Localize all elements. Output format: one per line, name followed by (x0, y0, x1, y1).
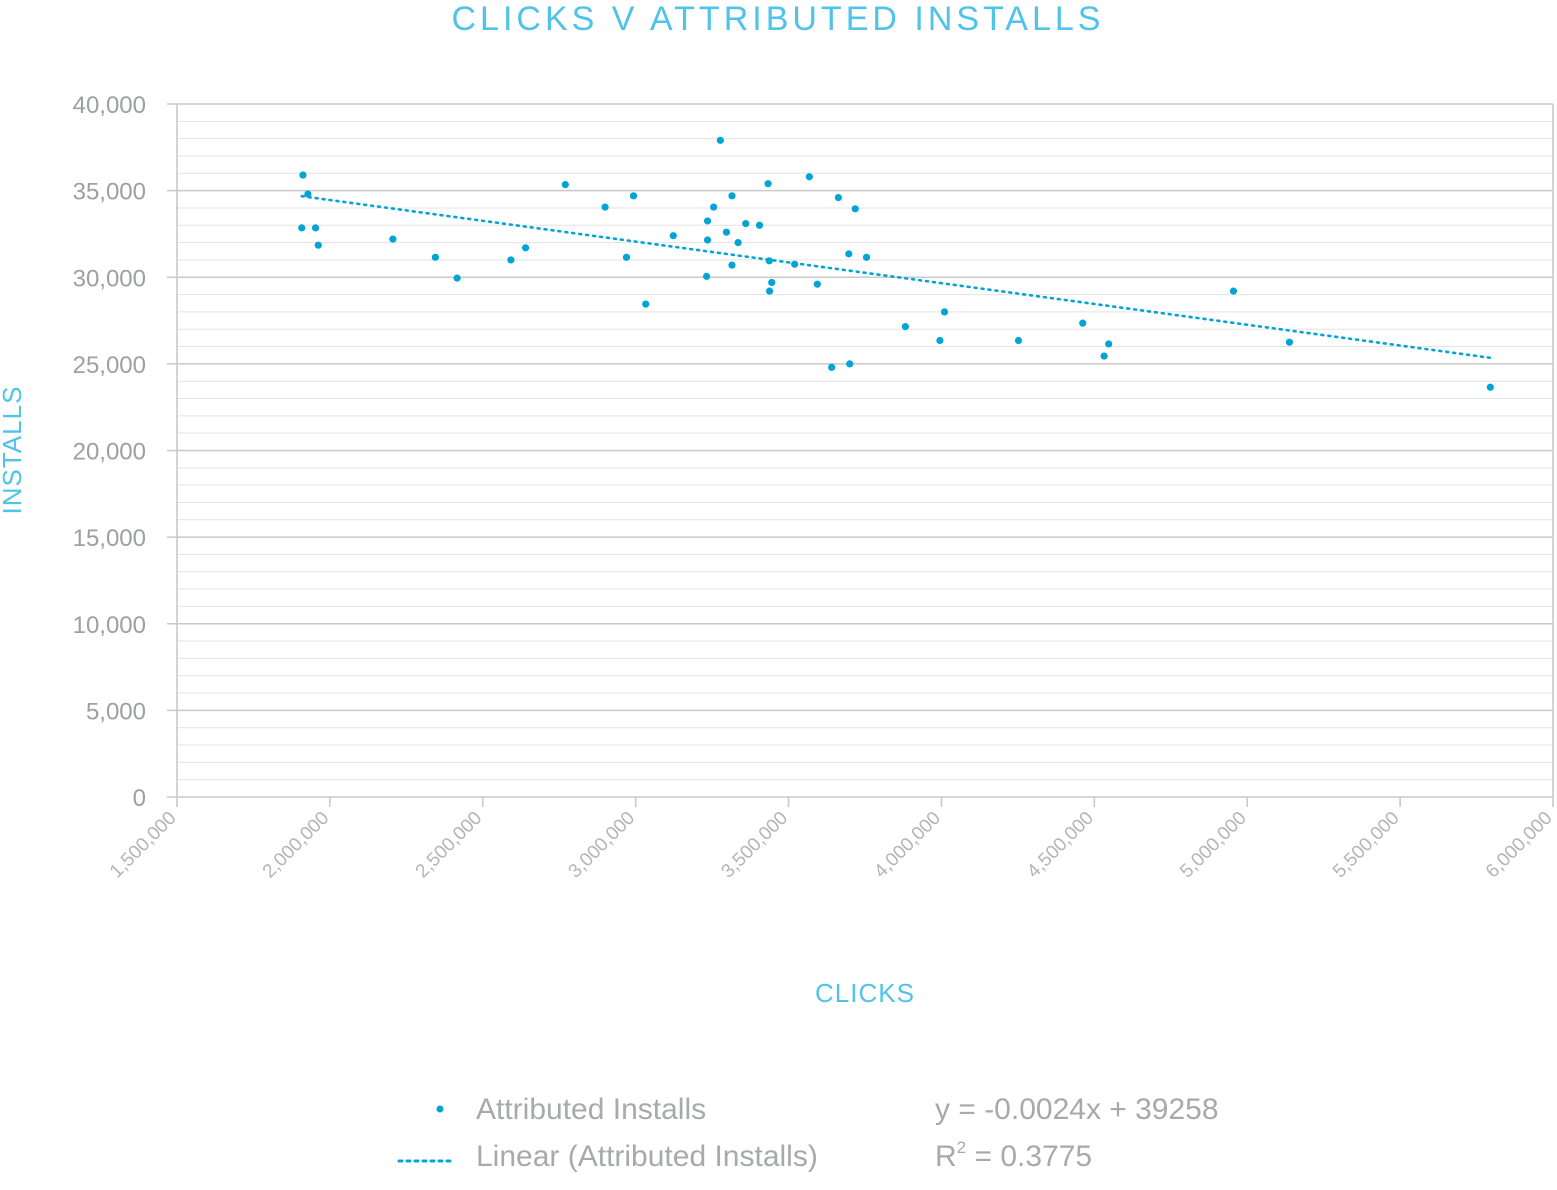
data-point (561, 180, 569, 189)
data-point (1079, 319, 1087, 327)
data-point (765, 257, 773, 265)
data-point (453, 274, 461, 282)
x-tick-label: 3,000,000 (565, 808, 640, 883)
data-point (728, 261, 736, 269)
data-point (521, 244, 530, 252)
data-points (298, 136, 1494, 391)
x-axis-ticks: 1,500,000 2,000,000 2,500,000 3,000,000 3,50… (106, 797, 1557, 882)
y-tick-label: 0 (133, 785, 146, 812)
legend: Attributed Installs Linear (Attributed I… (397, 1093, 1219, 1173)
x-axis-title: CLICKS (815, 978, 915, 1008)
data-point (813, 280, 821, 288)
x-tick-label: 2,500,000 (412, 808, 487, 883)
data-point (936, 336, 944, 345)
chart-title: CLICKS V ATTRIBUTED INSTALLS (452, 0, 1105, 38)
y-axis-ticks: 0 5,000 10,000 15,000 20,000 25,000 30,000 35,0… (73, 92, 146, 812)
data-point (901, 323, 909, 331)
y-axis-title: INSTALLS (0, 386, 27, 515)
data-point (1014, 336, 1023, 345)
data-point (1486, 383, 1494, 391)
data-point (791, 260, 799, 268)
x-tick-label: 1,500,000 (106, 808, 181, 883)
data-point (629, 192, 638, 200)
data-point (299, 171, 307, 179)
x-tick-label: 5,500,000 (1329, 808, 1404, 883)
data-point (734, 239, 742, 247)
data-point (703, 217, 712, 225)
data-point (1229, 287, 1238, 295)
data-point (805, 173, 813, 181)
data-point (507, 256, 515, 264)
x-tick-label: 4,000,000 (870, 808, 945, 883)
data-point (389, 235, 397, 243)
data-point (828, 363, 836, 371)
data-point (722, 228, 731, 236)
data-point (298, 224, 306, 232)
data-point (742, 219, 750, 228)
data-point (764, 180, 772, 188)
data-point (703, 272, 711, 280)
data-point (669, 232, 677, 240)
data-point (1105, 340, 1113, 348)
data-point (940, 308, 949, 316)
data-point (851, 205, 859, 213)
y-tick-label: 30,000 (73, 265, 146, 292)
legend-label-trendline: Linear (Attributed Installs) (476, 1140, 818, 1173)
y-tick-label: 5,000 (86, 698, 146, 725)
data-point (642, 300, 650, 308)
x-tick-label: 6,000,000 (1482, 808, 1557, 883)
data-point (1100, 352, 1108, 360)
data-point (716, 136, 724, 144)
x-tick-label: 3,500,000 (717, 808, 792, 883)
major-gridlines (167, 103, 1553, 712)
y-tick-label: 15,000 (73, 525, 146, 552)
legend-label-series: Attributed Installs (476, 1093, 706, 1126)
data-point (846, 360, 854, 368)
data-point (601, 203, 609, 211)
plot-area-frame (167, 104, 1554, 798)
y-tick-label: 40,000 (73, 92, 146, 119)
data-point (834, 193, 842, 202)
x-tick-label: 4,500,000 (1023, 808, 1098, 883)
y-tick-label: 20,000 (73, 439, 146, 466)
data-point (845, 250, 853, 258)
data-point (304, 190, 312, 198)
data-point (710, 203, 718, 211)
data-point (862, 253, 871, 261)
data-point (311, 224, 320, 232)
x-tick-label: 2,000,000 (259, 808, 334, 883)
data-point (728, 192, 736, 200)
data-point (755, 221, 764, 229)
r-squared-label: R2 = 0.3775 (935, 1138, 1092, 1173)
data-point (703, 236, 712, 244)
x-tick-label: 5,000,000 (1176, 808, 1251, 883)
data-point (1285, 338, 1294, 346)
y-tick-label: 10,000 (73, 612, 146, 639)
y-tick-label: 35,000 (73, 179, 146, 206)
data-point (622, 253, 631, 261)
data-point (431, 253, 439, 261)
legend-marker-dot (436, 1105, 444, 1113)
data-point (765, 287, 774, 295)
trendline-equation: y = -0.0024x + 39258 (935, 1093, 1219, 1126)
data-point (768, 278, 776, 287)
y-tick-label: 25,000 (73, 352, 146, 379)
data-point (314, 241, 322, 249)
